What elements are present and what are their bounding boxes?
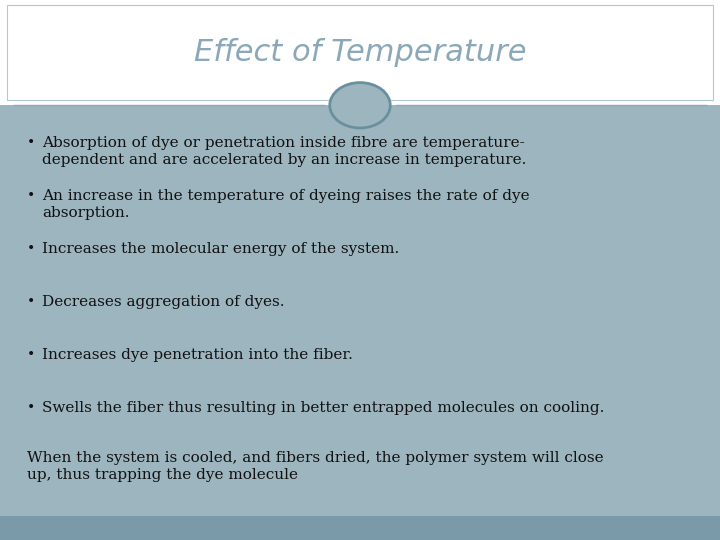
Text: Decreases aggregation of dyes.: Decreases aggregation of dyes.	[42, 295, 284, 309]
Text: Effect of Temperature: Effect of Temperature	[194, 38, 526, 67]
Text: •: •	[27, 136, 35, 150]
Text: •: •	[27, 348, 35, 362]
Bar	[0, 516, 720, 540]
Text: Increases dye penetration into the fiber.: Increases dye penetration into the fiber…	[42, 348, 353, 362]
Text: •: •	[27, 401, 35, 415]
Bar	[0, 0, 720, 105]
Text: Swells the fiber thus resulting in better entrapped molecules on cooling.: Swells the fiber thus resulting in bette…	[42, 401, 604, 415]
Circle shape	[330, 83, 390, 128]
Text: Absorption of dye or penetration inside fibre are temperature-
dependent and are: Absorption of dye or penetration inside …	[42, 136, 526, 167]
Text: •: •	[27, 189, 35, 203]
Bar	[7, 5, 713, 100]
Text: An increase in the temperature of dyeing raises the rate of dye
absorption.: An increase in the temperature of dyeing…	[42, 189, 529, 220]
Text: When the system is cooled, and fibers dried, the polymer system will close
up, t: When the system is cooled, and fibers dr…	[27, 451, 604, 482]
Text: •: •	[27, 242, 35, 256]
Bar	[0, 105, 720, 540]
Text: Increases the molecular energy of the system.: Increases the molecular energy of the sy…	[42, 242, 399, 256]
Text: •: •	[27, 295, 35, 309]
